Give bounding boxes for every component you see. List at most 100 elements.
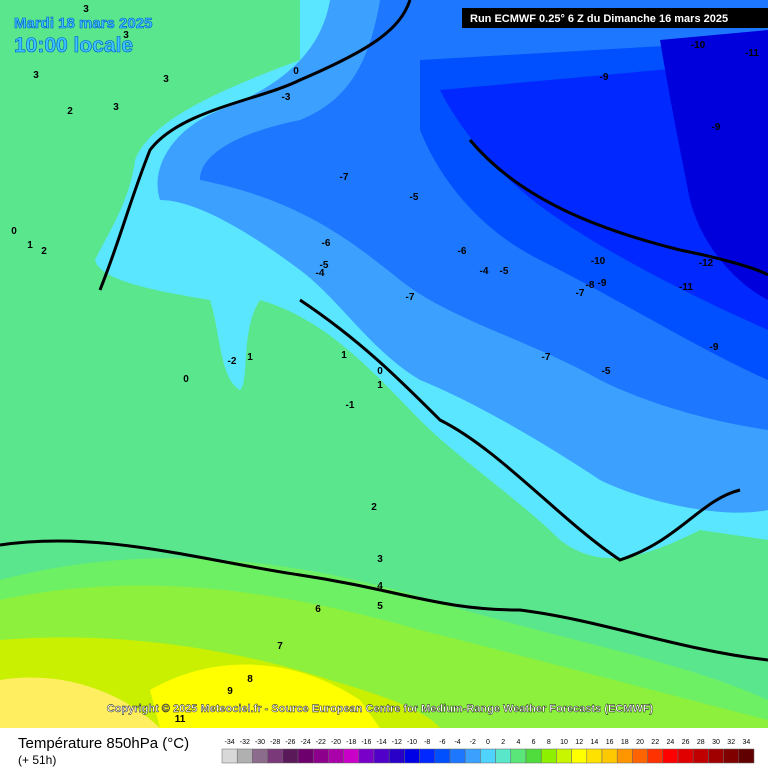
contour-label: 8 xyxy=(247,674,253,685)
contour-label: -9 xyxy=(600,72,609,83)
scale-label: -28 xyxy=(270,739,280,746)
scale-label: 24 xyxy=(667,739,675,746)
contour-label: -12 xyxy=(699,258,714,269)
scale-label: 8 xyxy=(547,739,551,746)
scale-label: -6 xyxy=(439,739,445,746)
contour-label: -4 xyxy=(316,268,325,279)
contour-label: -9 xyxy=(598,278,607,289)
scale-label: -2 xyxy=(470,739,476,746)
contour-label: 0 xyxy=(11,226,17,237)
scale-swatch xyxy=(693,749,708,763)
scale-swatch xyxy=(298,749,313,763)
scale-swatch xyxy=(572,749,587,763)
scale-swatch xyxy=(268,749,283,763)
contour-label: -5 xyxy=(500,266,509,277)
contour-label: -10 xyxy=(691,40,706,51)
forecast-date: Mardi 18 mars 2025 xyxy=(14,15,152,32)
scale-label: -32 xyxy=(240,739,250,746)
scale-label: 0 xyxy=(486,739,490,746)
contour-label: 0 xyxy=(377,366,383,377)
scale-swatch xyxy=(724,749,739,763)
contour-label: 3 xyxy=(123,30,129,41)
contour-label: 1 xyxy=(341,350,347,361)
scale-swatch xyxy=(587,749,602,763)
contour-label: 2 xyxy=(41,246,47,257)
scale-swatch xyxy=(420,749,435,763)
scale-label: 12 xyxy=(575,739,583,746)
contour-label: 2 xyxy=(67,106,73,117)
scale-swatch xyxy=(374,749,389,763)
scale-swatch xyxy=(602,749,617,763)
contour-label: -11 xyxy=(745,48,759,59)
footer-title: Température 850hPa (°C) xyxy=(18,735,189,752)
scale-label: 14 xyxy=(591,739,599,746)
scale-swatch xyxy=(389,749,404,763)
scale-label: -8 xyxy=(424,739,430,746)
scale-swatch xyxy=(404,749,419,763)
scale-swatch xyxy=(328,749,343,763)
contour-label: 3 xyxy=(377,554,383,565)
scale-label: 4 xyxy=(516,739,520,746)
copyright: Copyright © 2025 Meteociel.fr - Source E… xyxy=(107,703,654,715)
scale-label: 6 xyxy=(532,739,536,746)
scale-swatch xyxy=(617,749,632,763)
scale-label: 2 xyxy=(501,739,505,746)
contour-label: -7 xyxy=(542,352,551,363)
contour-label: 3 xyxy=(163,74,169,85)
contour-label: -5 xyxy=(602,366,611,377)
scale-swatch xyxy=(708,749,723,763)
scale-label: 10 xyxy=(560,739,568,746)
scale-label: -30 xyxy=(255,739,265,746)
scale-label: -20 xyxy=(331,739,341,746)
scale-label: 18 xyxy=(621,739,629,746)
contour-label: 5 xyxy=(377,601,383,612)
scale-swatch xyxy=(222,749,237,763)
contour-label: 3 xyxy=(113,102,119,113)
scale-swatch xyxy=(450,749,465,763)
contour-label: 9 xyxy=(227,686,233,697)
contour-label: 1 xyxy=(27,240,33,251)
scale-label: -18 xyxy=(346,739,356,746)
contour-label: -9 xyxy=(710,342,719,353)
contour-label: -6 xyxy=(458,246,467,257)
contour-label: -7 xyxy=(406,292,415,303)
run-info: Run ECMWF 0.25° 6 Z du Dimanche 16 mars … xyxy=(470,13,728,25)
scale-label: 30 xyxy=(712,739,720,746)
contour-label: -7 xyxy=(340,172,349,183)
scale-swatch xyxy=(237,749,252,763)
scale-label: -12 xyxy=(392,739,402,746)
contour-label: 0 xyxy=(183,374,189,385)
scale-swatch xyxy=(313,749,328,763)
scale-swatch xyxy=(556,749,571,763)
scale-label: -16 xyxy=(361,739,371,746)
contour-label: -3 xyxy=(282,92,291,103)
contour-label: -2 xyxy=(228,356,237,367)
contour-label: 7 xyxy=(277,641,283,652)
scale-label: 28 xyxy=(697,739,705,746)
contour-label: 0 xyxy=(293,66,299,77)
contour-label: 1 xyxy=(377,380,383,391)
contour-label: 2 xyxy=(371,502,377,513)
contour-label: -4 xyxy=(480,266,489,277)
contour-label: -5 xyxy=(410,192,419,203)
scale-label: -4 xyxy=(454,739,460,746)
scale-swatch xyxy=(465,749,480,763)
scale-label: 20 xyxy=(636,739,644,746)
scale-swatch xyxy=(511,749,526,763)
contour-label: -6 xyxy=(322,238,331,249)
scale-swatch xyxy=(632,749,647,763)
scale-label: -24 xyxy=(301,739,311,746)
scale-label: -14 xyxy=(377,739,387,746)
scale-swatch xyxy=(359,749,374,763)
contour-label: 4 xyxy=(377,581,383,592)
scale-swatch xyxy=(739,749,754,763)
scale-swatch xyxy=(663,749,678,763)
contour-label: -10 xyxy=(591,256,606,267)
scale-swatch xyxy=(283,749,298,763)
scale-label: -34 xyxy=(225,739,235,746)
contour-label: 3 xyxy=(33,70,39,81)
scale-label: 16 xyxy=(606,739,614,746)
contour-label: -8 xyxy=(586,280,595,291)
scale-swatch xyxy=(496,749,511,763)
